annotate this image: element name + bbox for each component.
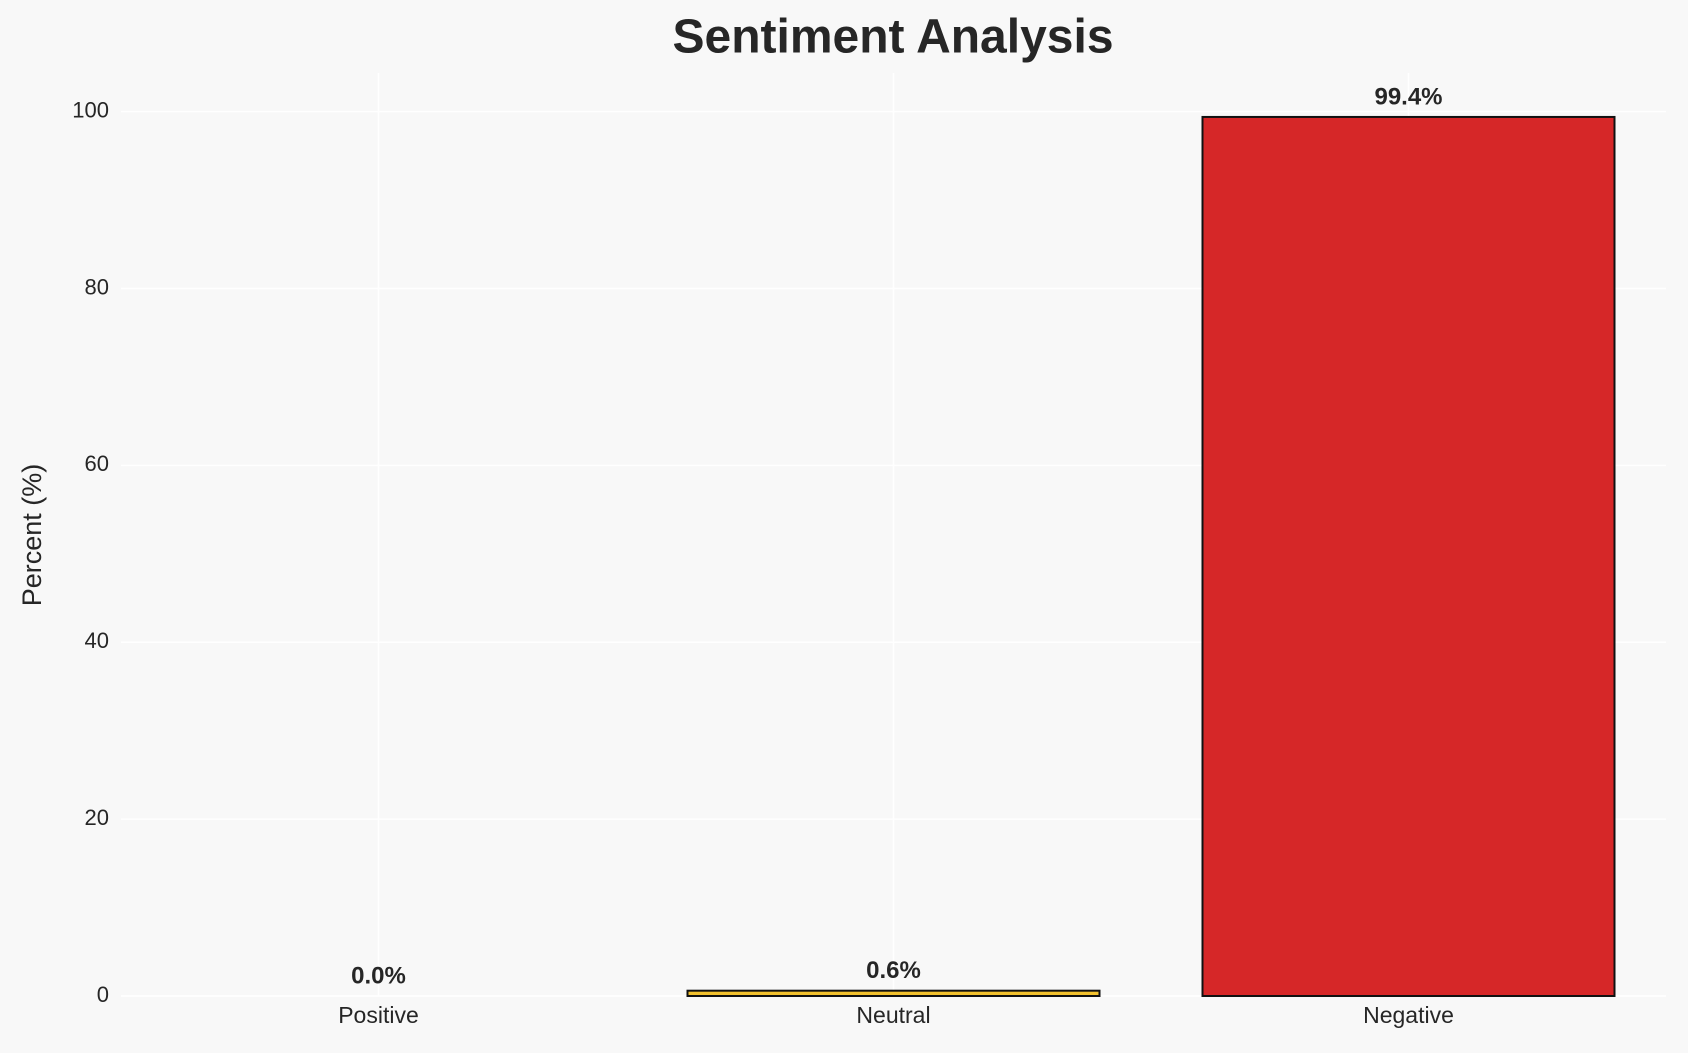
bar xyxy=(686,989,1101,997)
x-tick-label: Positive xyxy=(338,1002,419,1028)
chart-title: Sentiment Analysis xyxy=(672,11,1113,64)
y-tick-label: 40 xyxy=(85,628,109,653)
y-tick-label: 0 xyxy=(97,982,109,1007)
bar xyxy=(1201,115,1616,997)
value-label: 99.4% xyxy=(1374,83,1442,110)
y-tick-label: 60 xyxy=(85,451,109,476)
x-tick-label: Negative xyxy=(1363,1002,1454,1028)
y-tick-label: 100 xyxy=(72,97,109,122)
y-tick-label: 20 xyxy=(85,805,109,830)
y-axis-label: Percent (%) xyxy=(17,464,47,607)
value-label: 0.6% xyxy=(866,957,921,984)
value-label: 0.0% xyxy=(351,962,406,989)
y-tick-label: 80 xyxy=(85,274,109,299)
x-tick-label: Neutral xyxy=(856,1002,930,1028)
